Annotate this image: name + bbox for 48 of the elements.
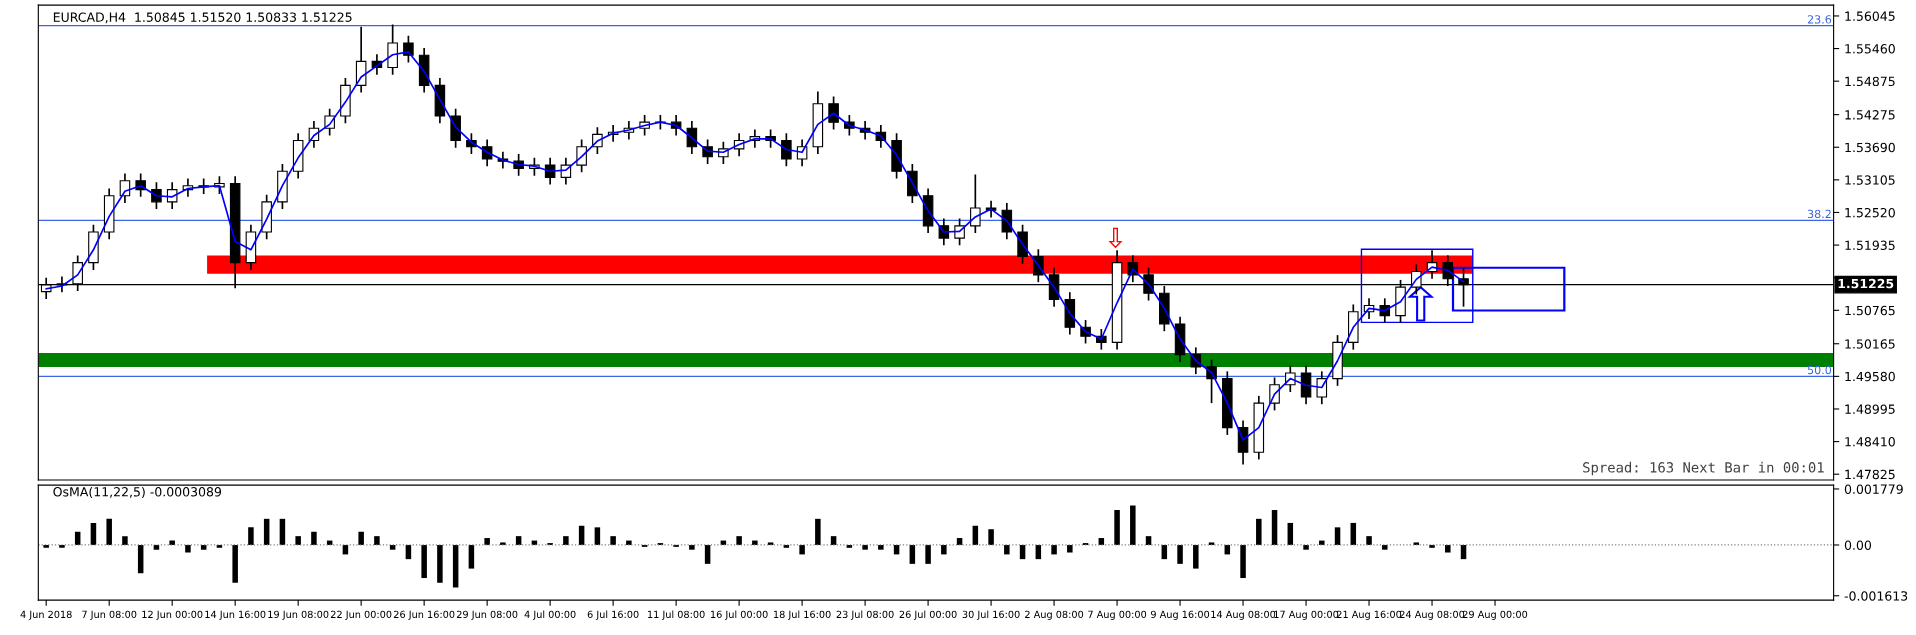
- x-tick-label: 26 Jun 16:00: [393, 610, 455, 620]
- text: EURCAD,H4 1.50845 1.51520 1.50833 1.51225: [53, 12, 352, 24]
- annotation: 23.6: [1807, 15, 1832, 24]
- x-tick-label: 7 Aug 00:00: [1088, 610, 1147, 620]
- x-tick-label: 4 Jul 00:00: [524, 610, 576, 620]
- y-tick-label: 0.00: [1844, 540, 1872, 550]
- x-tick-label: 16 Jul 00:00: [711, 610, 768, 620]
- x-tick-label: 7 Jun 08:00: [82, 610, 137, 620]
- x-tick-label: 6 Jul 16:00: [587, 610, 639, 620]
- y-tick-label: 1.48995: [1845, 404, 1895, 414]
- annotation: 38.2: [1807, 209, 1831, 219]
- y-tick-label: 1.53105: [1845, 175, 1895, 185]
- y-tick-label: -0.001613: [1844, 591, 1908, 601]
- x-tick-label: 21 Aug 16:00: [1336, 610, 1402, 620]
- x-tick-label: 9 Aug 16:00: [1150, 610, 1210, 620]
- y-tick-label: 1.47825: [1845, 469, 1895, 480]
- x-tick-label: 14 Aug 08:00: [1211, 610, 1276, 620]
- chart-title: OsMA(11,22,5) -0.0003089: [53, 486, 222, 499]
- x-tick-label: 26 Jul 00:00: [899, 610, 957, 620]
- annotation: Spread: 163 Next Bar in 00:01: [1583, 461, 1824, 476]
- y-tick-label: 1.56045: [1845, 11, 1895, 21]
- y-tick-label: 1.50165: [1845, 339, 1895, 349]
- y-tick-label: 1.55460: [1845, 44, 1895, 54]
- x-tick-label: 29 Aug 00:00: [1462, 610, 1528, 620]
- y-tick-label: 1.52520: [1845, 207, 1895, 218]
- x-tick-label: 4 Jun 2018: [20, 610, 72, 620]
- x-tick-label: 12 Jun 00:00: [142, 610, 203, 620]
- x-tick-label: 2 Aug 08:00: [1025, 610, 1084, 620]
- y-tick-label: 1.50765: [1845, 305, 1895, 316]
- y-tick-label: 1.54275: [1845, 110, 1895, 120]
- x-tick-label: 19 Jun 08:00: [268, 610, 329, 620]
- x-tick-label: 17 Aug 00:00: [1274, 610, 1339, 620]
- annotation: 50.0: [1807, 365, 1832, 375]
- y-tick-label: 0.001779: [1844, 484, 1903, 494]
- x-tick-label: 23 Jul 08:00: [836, 610, 894, 620]
- x-tick-label: 29 Jun 08:00: [456, 610, 518, 620]
- ref-line-label: 1.51225: [1838, 278, 1894, 289]
- x-tick-label: 30 Jul 16:00: [962, 610, 1020, 620]
- y-tick-label: 1.49580: [1845, 371, 1895, 382]
- y-tick-label: 1.54875: [1845, 76, 1895, 87]
- x-tick-label: 22 Jun 00:00: [330, 610, 392, 620]
- x-tick-label: 14 Jun 16:00: [205, 610, 266, 620]
- y-tick-label: 1.48410: [1845, 437, 1895, 447]
- x-tick-label: 11 Jul 08:00: [648, 610, 705, 620]
- x-tick-label: 24 Aug 08:00: [1399, 610, 1465, 620]
- x-tick-label: 18 Jul 16:00: [774, 610, 831, 620]
- y-tick-label: 1.53690: [1845, 142, 1895, 153]
- y-tick-label: 1.51935: [1845, 240, 1895, 251]
